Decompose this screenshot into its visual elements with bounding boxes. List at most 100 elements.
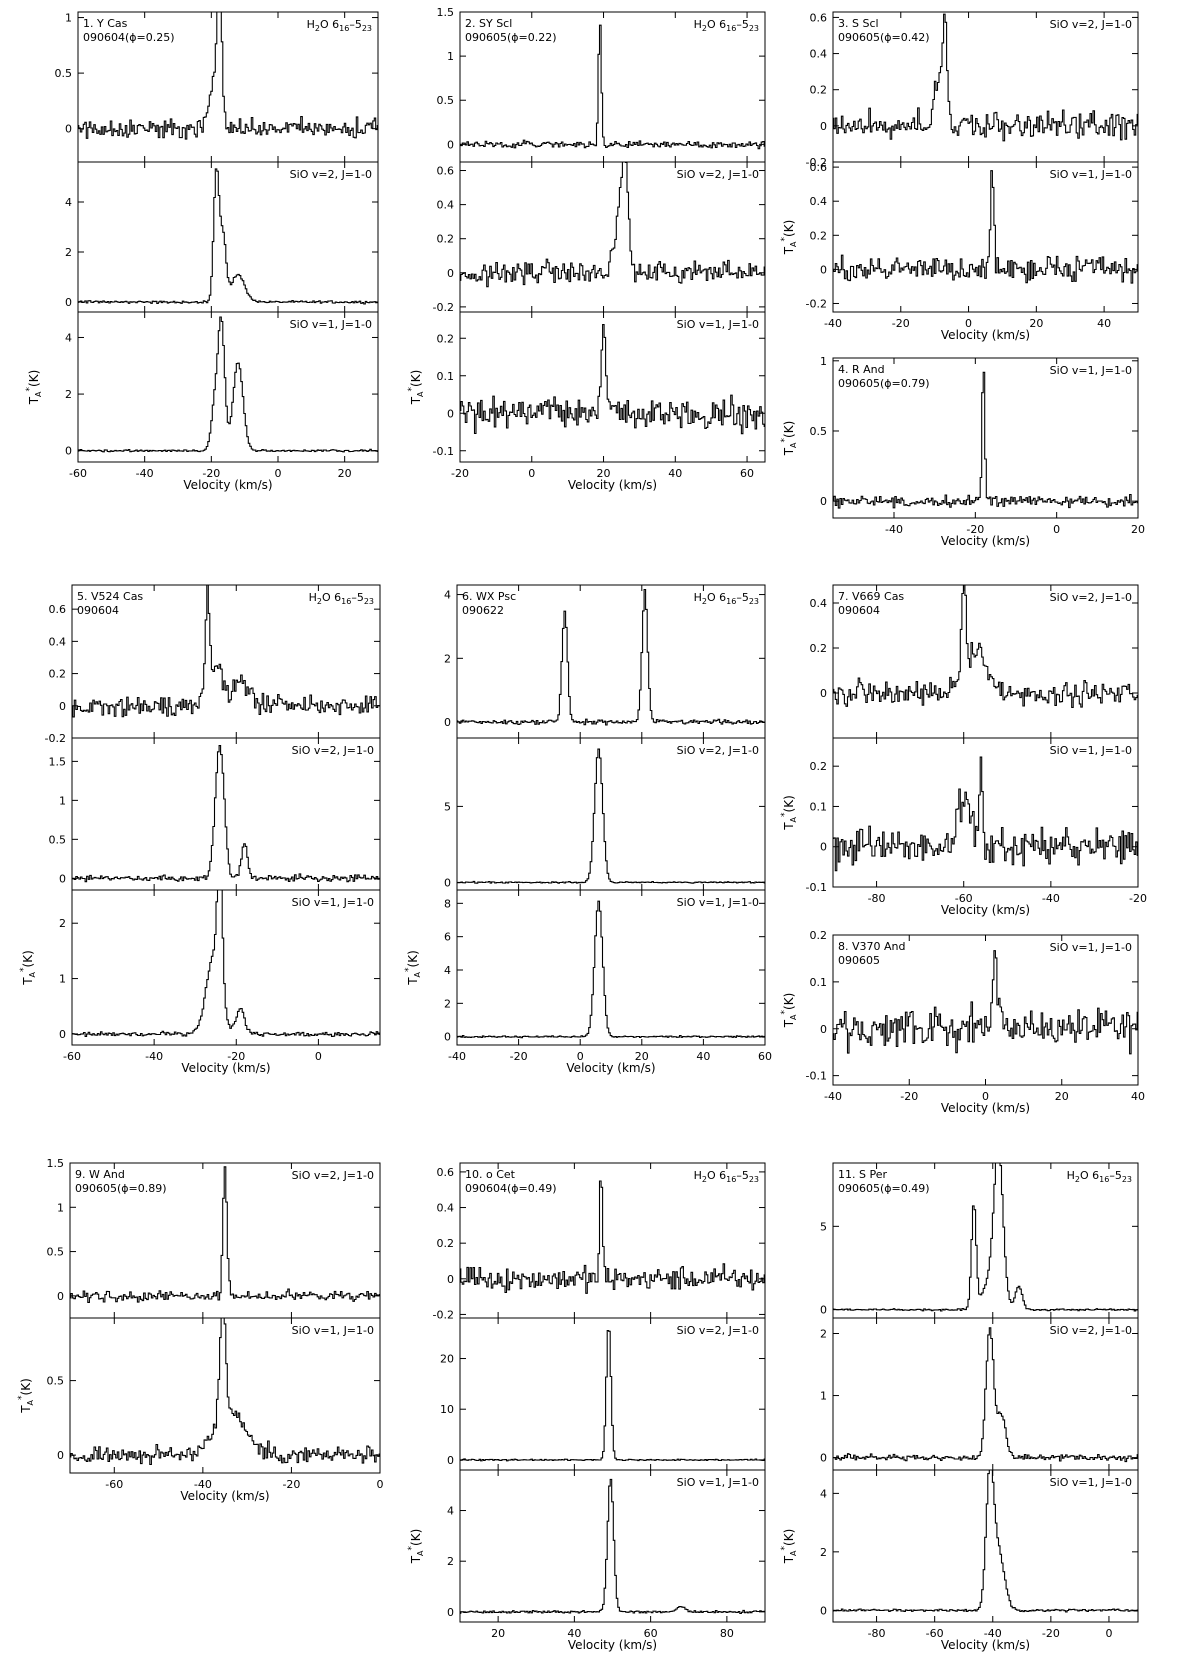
- y-tick-label: 0.4: [810, 48, 828, 61]
- panel-frame: [459, 1317, 766, 1471]
- y-tick-label: 0: [65, 296, 72, 309]
- transition-label: SiO v=2, J=1-0: [1050, 591, 1132, 604]
- obs-date: 090605(ϕ=0.89): [75, 1182, 167, 1195]
- star-name: 4. R And: [838, 363, 885, 376]
- transition-label: SiO v=2, J=1-0: [290, 168, 372, 181]
- transition-label: SiO v=1, J=1-0: [677, 318, 759, 331]
- y-tick-label: 4: [444, 964, 451, 977]
- obs-date: 090604(ϕ=0.49): [465, 1182, 557, 1195]
- y-tick-label: 0.2: [810, 84, 828, 97]
- y-tick-label: 5: [444, 800, 451, 813]
- panel-sio-v-2-j-1-0: 0 0.5 1 1.5 SiO v=2, J=1-0: [49, 737, 381, 891]
- x-tick-label: -60: [926, 1627, 944, 1640]
- y-tick-label: 0.4: [437, 1202, 455, 1215]
- panel-frame: [832, 1317, 1139, 1471]
- panel-sio-v-1-j-1-0: -0.1 0 0.1 0.2 SiO v=1, J=1-0: [433, 311, 766, 463]
- y-axis-label: TA*(K): [780, 1529, 798, 1565]
- spectrum-sio-v-1-j-1-0: [833, 756, 1138, 872]
- y-tick-label: 4: [65, 331, 72, 344]
- x-axis-label: Velocity (km/s): [566, 1061, 655, 1075]
- y-tick-label: 0: [444, 876, 451, 889]
- y-tick-label: 2: [447, 1555, 454, 1568]
- y-tick-label: 0.6: [810, 161, 828, 174]
- transition-label: SiO v=2, J=1-0: [292, 744, 374, 757]
- x-tick-label: 0: [577, 1050, 584, 1063]
- transition-label: H2O 616–523: [694, 591, 759, 606]
- transition-label: SiO v=2, J=1-0: [677, 744, 759, 757]
- y-tick-label: 0: [59, 872, 66, 885]
- x-axis-label: Velocity (km/s): [180, 1489, 269, 1503]
- panel-sio-v-1-j-1-0: -0.1 0 0.1 0.2 SiO v=1, J=1-0: [806, 737, 1139, 894]
- x-tick-label: 0: [528, 467, 535, 480]
- spectrum-sio-v-2-j-1-0: [460, 161, 765, 288]
- chart-5-v524-cas: -0.2 0 0.2 0.4 0.6 H2O 616–523 5. V524 Cas0906…: [19, 584, 381, 1075]
- panel-sio-v-1-j-1-0: -0.2 0 0.2 0.4 0.6 SiO v=1, J=1-0: [806, 161, 1139, 313]
- spectrum-sio-v-1-j-1-0: [833, 950, 1138, 1055]
- transition-label: H2O 616–523: [1067, 1169, 1132, 1184]
- x-tick-label: -20: [282, 1478, 300, 1491]
- x-tick-label: -40: [136, 467, 154, 480]
- y-tick-label: 0.2: [810, 929, 828, 942]
- panel-frame: [69, 1317, 381, 1474]
- obs-date: 090604: [77, 604, 119, 617]
- x-tick-label: -20: [202, 467, 220, 480]
- x-axis-label: Velocity (km/s): [941, 1101, 1030, 1115]
- y-tick-label: 0.4: [437, 199, 455, 212]
- y-tick-label: 2: [65, 388, 72, 401]
- y-tick-label: 0.6: [810, 11, 828, 24]
- y-tick-label: -0.2: [433, 1308, 454, 1321]
- x-axis-label: Velocity (km/s): [941, 328, 1030, 342]
- y-tick-label: 0: [820, 841, 827, 854]
- chart-8-v370-and: -0.1 0 0.1 0.2 SiO v=1, J=1-0 8. V370 And0906…: [780, 929, 1145, 1115]
- y-tick-label: 2: [820, 1546, 827, 1559]
- transition-label: SiO v=2, J=1-0: [1050, 1324, 1132, 1337]
- panel-sio-v-2-j-1-0: -0.2 0 0.2 0.4 0.6 SiO v=2, J=1-0: [433, 161, 766, 314]
- x-tick-label: -60: [69, 467, 87, 480]
- panel-frame: [456, 889, 766, 1046]
- y-tick-label: 4: [820, 1487, 827, 1500]
- spectrum-sio-v-2-j-1-0: [833, 584, 1138, 708]
- spectrum-h2o-616-523: [460, 24, 765, 150]
- x-tick-label: 20: [338, 467, 352, 480]
- y-tick-label: 2: [444, 997, 451, 1010]
- panel-sio-v-2-j-1-0: 0 2 4 SiO v=2, J=1-0: [65, 161, 379, 313]
- obs-date: 090604: [838, 604, 880, 617]
- y-tick-label: 0: [57, 1449, 64, 1462]
- star-name: 7. V669 Cas: [838, 590, 904, 603]
- spectrum-sio-v-2-j-1-0: [460, 1330, 765, 1462]
- x-tick-label: -80: [868, 892, 886, 905]
- star-name: 2. SY Scl: [465, 17, 512, 30]
- x-axis-label: Velocity (km/s): [183, 478, 272, 492]
- y-tick-label: 10: [440, 1403, 454, 1416]
- obs-date: 090605(ϕ=0.49): [838, 1182, 930, 1195]
- x-axis-label: Velocity (km/s): [941, 903, 1030, 917]
- transition-label: SiO v=1, J=1-0: [677, 1476, 759, 1489]
- x-tick-label: -20: [1129, 892, 1147, 905]
- transition-label: H2O 616–523: [309, 591, 374, 606]
- y-tick-label: 0: [444, 1031, 451, 1044]
- y-tick-label: 0: [444, 716, 451, 729]
- y-tick-label: 0: [820, 263, 827, 276]
- x-tick-label: 80: [720, 1627, 734, 1640]
- transition-label: SiO v=2, J=1-0: [677, 168, 759, 181]
- y-tick-label: 0.5: [810, 425, 828, 438]
- x-tick-label: -20: [966, 523, 984, 536]
- star-name: 11. S Per: [838, 1168, 887, 1181]
- y-tick-label: 0.6: [49, 603, 67, 616]
- y-tick-label: 0.5: [55, 67, 73, 80]
- y-tick-label: 1.5: [49, 755, 67, 768]
- x-tick-label: 40: [567, 1627, 581, 1640]
- transition-label: SiO v=2, J=1-0: [1050, 18, 1132, 31]
- transition-label: SiO v=1, J=1-0: [290, 318, 372, 331]
- y-axis-label: TA*(K): [25, 370, 43, 406]
- x-tick-label: 60: [758, 1050, 772, 1063]
- spectrum-h2o-616-523: [833, 1162, 1138, 1312]
- y-tick-label: 1: [820, 355, 827, 368]
- y-tick-label: 0.4: [49, 635, 67, 648]
- obs-date: 090605: [838, 954, 880, 967]
